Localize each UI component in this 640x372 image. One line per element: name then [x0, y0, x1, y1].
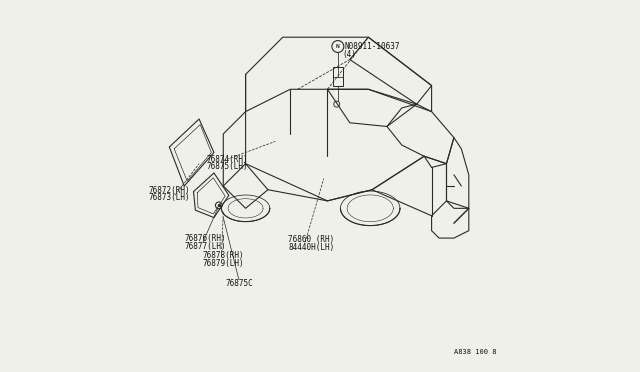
Text: 76873(LH): 76873(LH) [148, 193, 190, 202]
Text: 76877(LH): 76877(LH) [184, 242, 226, 251]
Text: A838 100 8: A838 100 8 [454, 349, 497, 355]
Text: N08911-10637: N08911-10637 [344, 42, 400, 51]
Text: N: N [336, 44, 340, 49]
Bar [333, 67, 342, 86]
Text: 76875(LH): 76875(LH) [207, 162, 248, 171]
Text: 76878(RH): 76878(RH) [203, 251, 244, 260]
Text: 76876(RH): 76876(RH) [184, 234, 226, 243]
Text: 76860 (RH): 76860 (RH) [289, 235, 335, 244]
Text: 76875C: 76875C [225, 279, 253, 288]
Text: 84440H(LH): 84440H(LH) [289, 243, 335, 252]
Text: (4): (4) [342, 50, 356, 59]
Text: 76872(RH): 76872(RH) [148, 186, 190, 195]
Text: 76879(LH): 76879(LH) [203, 259, 244, 268]
Text: 76874(RH): 76874(RH) [207, 155, 248, 164]
